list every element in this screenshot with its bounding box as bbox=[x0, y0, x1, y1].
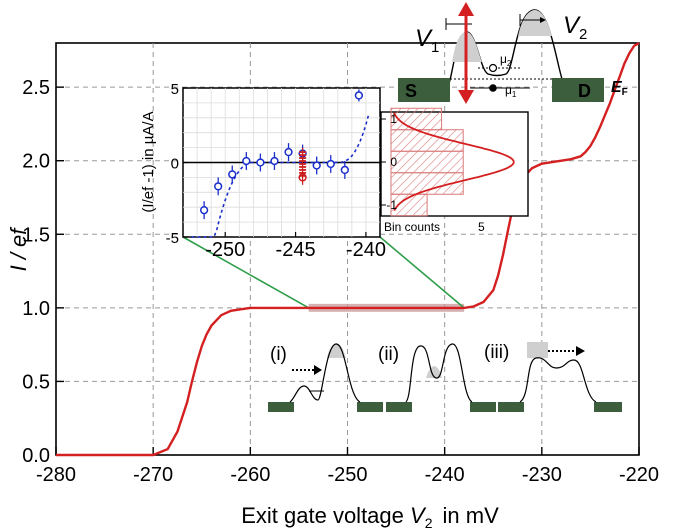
inset-link-left bbox=[182, 236, 310, 309]
main-x-tick-label: -280 bbox=[36, 464, 76, 486]
stage-iii-source bbox=[498, 402, 524, 412]
inset-y-tick-label: -5 bbox=[166, 230, 179, 247]
inset-x-tick-label: -240 bbox=[346, 239, 386, 261]
stage-ii-source bbox=[386, 402, 412, 412]
fermi-label: EF bbox=[611, 79, 628, 98]
inset-grid bbox=[183, 88, 380, 237]
histogram-x-tick: 5 bbox=[478, 220, 485, 234]
v1-label: V1 bbox=[415, 25, 439, 56]
inset-y-ticks: -5 0 5 bbox=[166, 81, 188, 247]
inset-y-label: (I/ef -1) in µA/A bbox=[140, 111, 157, 212]
inset-point bbox=[270, 156, 279, 166]
main-y-tick-label: 2.5 bbox=[22, 77, 50, 99]
inset-point bbox=[326, 159, 335, 169]
inset-x-tick-label: -250 bbox=[205, 239, 245, 261]
inset-link-right bbox=[379, 236, 465, 309]
stage-ii: (ii) bbox=[378, 343, 496, 412]
inset-point bbox=[284, 147, 293, 157]
mu2-label: μ2 bbox=[500, 52, 512, 68]
x-label-unit: in mV bbox=[443, 503, 500, 528]
drain-label: D bbox=[578, 81, 591, 101]
inset-point bbox=[199, 206, 209, 215]
main-y-tick-label: 0.0 bbox=[22, 445, 50, 467]
stage-ii-shade bbox=[426, 366, 442, 378]
main-y-label: I / ef bbox=[6, 226, 31, 272]
pump-schematic: S D μ2 μ1 V1 V2 EF bbox=[398, 2, 628, 104]
histogram-inset: 1 0 -1 Bin counts 5 bbox=[380, 107, 529, 234]
stage-ii-barrier bbox=[405, 343, 473, 403]
inset-y-tick-label: 0 bbox=[171, 156, 179, 173]
histogram-y-tick-label: -1 bbox=[386, 198, 397, 212]
stage-i-arrow-head bbox=[314, 365, 322, 375]
histogram-gaussian bbox=[393, 112, 515, 211]
stage-iii-barrier bbox=[519, 357, 597, 403]
v1-modulation-arrow-down bbox=[458, 90, 474, 104]
main-x-label: Exit gate voltage V2 in mV bbox=[241, 503, 499, 531]
inset-x-tick-label: -245 bbox=[276, 239, 316, 261]
mu2-level-marker bbox=[488, 63, 498, 73]
stage-ii-label: (ii) bbox=[378, 344, 399, 365]
histogram-y-tick-label: 0 bbox=[390, 155, 397, 169]
histogram-x-label: Bin counts bbox=[384, 220, 440, 234]
mu1-label: μ1 bbox=[505, 83, 517, 99]
inset-scatter: -250 -245 -240 -5 0 5 (I/ef -1) in µA/A bbox=[140, 81, 386, 261]
stage-iii-drain bbox=[594, 402, 622, 412]
x-label-var: V bbox=[410, 503, 427, 528]
inset-point bbox=[256, 158, 265, 167]
main-y-tick-label: 0.5 bbox=[22, 371, 50, 393]
inset-y-tick-label: 5 bbox=[171, 81, 179, 98]
source-label: S bbox=[405, 81, 417, 101]
source-electrode bbox=[398, 78, 450, 102]
stage-i-barrier bbox=[289, 343, 361, 403]
electron-marker bbox=[489, 84, 497, 92]
v2-gate-arrow bbox=[540, 17, 546, 23]
stage-i-source bbox=[268, 402, 294, 412]
inset-red-markers bbox=[298, 147, 307, 185]
inset-x-ticks: -250 -245 -240 bbox=[205, 232, 386, 261]
main-x-tick-label: -240 bbox=[425, 464, 465, 486]
inset-point bbox=[312, 161, 321, 170]
main-x-ticks: -280 -270 -260 -250 -240 -230 -220 bbox=[36, 447, 659, 486]
main-y-tick-label: 1.5 bbox=[22, 224, 50, 246]
inset-point bbox=[354, 91, 364, 100]
inset-highlight-point bbox=[298, 173, 307, 182]
histogram-bar bbox=[390, 193, 428, 217]
inset-point bbox=[242, 156, 251, 166]
stage-i: (i) bbox=[268, 343, 383, 412]
stage-iii-label: (iii) bbox=[484, 342, 509, 363]
main-x-tick-label: -230 bbox=[522, 464, 562, 486]
v1-modulation-arrow-up bbox=[458, 2, 474, 16]
stage-i-label: (i) bbox=[270, 344, 287, 365]
v2-label: V2 bbox=[563, 12, 587, 43]
main-x-tick-label: -260 bbox=[230, 464, 270, 486]
histogram-y-tick-label: 1 bbox=[390, 112, 397, 126]
barrier-fill-right bbox=[518, 9, 552, 37]
histogram-bars bbox=[390, 107, 464, 217]
main-x-tick-label: -220 bbox=[619, 464, 659, 486]
drain-electrode bbox=[552, 78, 604, 102]
stage-ii-drain bbox=[470, 402, 496, 412]
main-x-tick-label: -270 bbox=[133, 464, 173, 486]
histogram-bar bbox=[390, 150, 464, 174]
stage-iii-arrow-head bbox=[576, 346, 585, 356]
main-x-tick-label: -250 bbox=[327, 464, 367, 486]
main-y-tick-label: 2.0 bbox=[22, 151, 50, 173]
stage-iii-shade bbox=[527, 342, 548, 358]
stage-diagrams: (i) (ii) (iii) bbox=[268, 342, 622, 412]
x-label-sub: 2 bbox=[425, 515, 433, 531]
main-series-line bbox=[56, 41, 640, 457]
stage-iii: (iii) bbox=[484, 342, 622, 412]
inset-point bbox=[228, 170, 237, 179]
inset-point bbox=[214, 182, 223, 191]
inset-point bbox=[340, 165, 349, 175]
histogram-y-ticks: 1 0 -1 bbox=[381, 112, 397, 212]
x-label-text: Exit gate voltage bbox=[241, 503, 404, 528]
stage-i-drain bbox=[357, 402, 383, 412]
main-y-tick-label: 1.0 bbox=[22, 298, 50, 320]
